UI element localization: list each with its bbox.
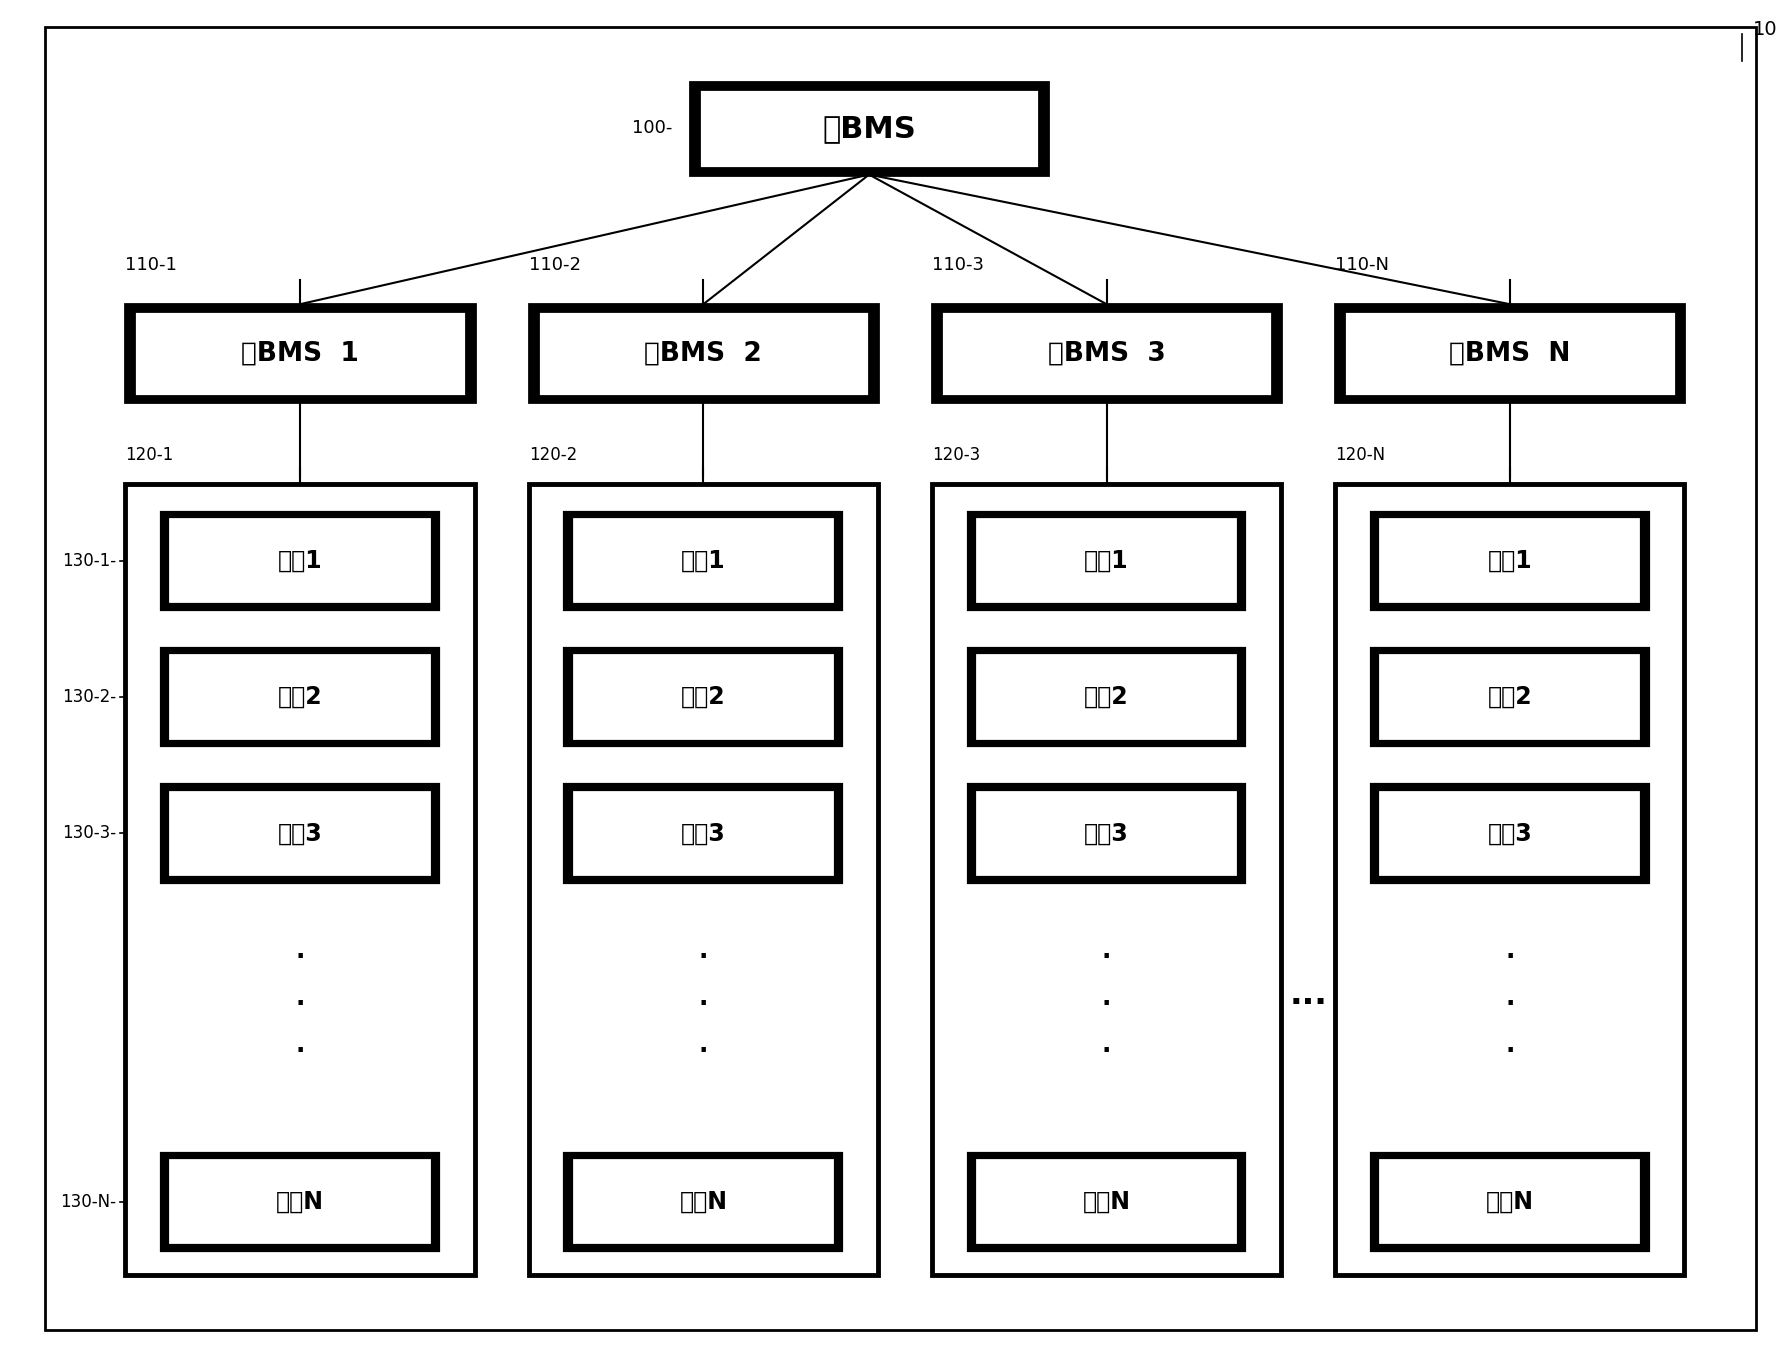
Bar: [1378, 790, 1641, 877]
Text: ···: ···: [1288, 988, 1328, 1020]
Text: ·
·
·: · · ·: [699, 945, 708, 1063]
Text: 电池N: 电池N: [1082, 1189, 1131, 1214]
Text: 130-3-: 130-3-: [63, 824, 116, 843]
Bar: [572, 517, 835, 604]
Bar: [1371, 512, 1649, 610]
Text: 电池3: 电池3: [1487, 821, 1532, 846]
Bar: [1371, 1153, 1649, 1251]
Text: 电池2: 电池2: [1084, 685, 1129, 709]
Bar: [168, 1158, 432, 1245]
Text: 电池1: 电池1: [1084, 548, 1129, 573]
Text: 120-3: 120-3: [932, 446, 980, 464]
Bar: [1344, 311, 1676, 396]
Bar: [161, 512, 439, 610]
Bar: [529, 484, 878, 1275]
Bar: [168, 517, 432, 604]
Text: 介BMS  N: 介BMS N: [1450, 340, 1570, 367]
Text: 介BMS  1: 介BMS 1: [242, 340, 358, 367]
Text: 110-N: 110-N: [1335, 256, 1389, 274]
Bar: [690, 82, 1048, 175]
Bar: [975, 517, 1238, 604]
Bar: [968, 648, 1245, 746]
Bar: [932, 304, 1281, 402]
Bar: [168, 790, 432, 877]
Text: 电池3: 电池3: [278, 821, 323, 846]
Text: 电池1: 电池1: [1487, 548, 1532, 573]
Text: 电池1: 电池1: [681, 548, 726, 573]
Bar: [968, 512, 1245, 610]
Bar: [1378, 653, 1641, 741]
Text: 介BMS  3: 介BMS 3: [1048, 340, 1165, 367]
Text: 100-: 100-: [631, 119, 672, 138]
Bar: [161, 648, 439, 746]
Text: ·
·
·: · · ·: [1505, 945, 1514, 1063]
Text: 电池2: 电池2: [681, 685, 726, 709]
Text: 130-2-: 130-2-: [63, 687, 116, 707]
Bar: [564, 648, 842, 746]
Bar: [1335, 484, 1684, 1275]
Bar: [564, 512, 842, 610]
Bar: [538, 311, 869, 396]
Bar: [161, 1153, 439, 1251]
Bar: [134, 311, 466, 396]
Text: 电池N: 电池N: [1486, 1189, 1534, 1214]
Text: 电池1: 电池1: [278, 548, 323, 573]
Bar: [572, 1158, 835, 1245]
Text: 130-N-: 130-N-: [61, 1192, 116, 1211]
Bar: [161, 784, 439, 883]
Bar: [564, 1153, 842, 1251]
Bar: [975, 653, 1238, 741]
Bar: [168, 653, 432, 741]
Bar: [975, 790, 1238, 877]
Text: 120-1: 120-1: [125, 446, 174, 464]
Bar: [1378, 1158, 1641, 1245]
Bar: [125, 484, 475, 1275]
Text: 110-1: 110-1: [125, 256, 177, 274]
Bar: [968, 784, 1245, 883]
Bar: [1378, 517, 1641, 604]
Text: ·
·
·: · · ·: [296, 945, 305, 1063]
Bar: [1335, 304, 1684, 402]
Text: 10: 10: [1753, 20, 1778, 40]
Text: 电池N: 电池N: [679, 1189, 728, 1214]
Text: 120-2: 120-2: [529, 446, 577, 464]
Bar: [125, 304, 475, 402]
Text: 110-2: 110-2: [529, 256, 581, 274]
Text: 电池2: 电池2: [278, 685, 323, 709]
Text: ·
·
·: · · ·: [1102, 945, 1111, 1063]
Text: 电池3: 电池3: [681, 821, 726, 846]
Bar: [941, 311, 1272, 396]
Bar: [564, 784, 842, 883]
Text: 介BMS  2: 介BMS 2: [645, 340, 762, 367]
Bar: [968, 1153, 1245, 1251]
Bar: [975, 1158, 1238, 1245]
Bar: [572, 790, 835, 877]
Bar: [699, 89, 1039, 168]
Text: 电池2: 电池2: [1487, 685, 1532, 709]
Bar: [1371, 784, 1649, 883]
Text: 130-1-: 130-1-: [63, 551, 116, 570]
Bar: [1371, 648, 1649, 746]
Bar: [572, 653, 835, 741]
Text: 电池3: 电池3: [1084, 821, 1129, 846]
Text: 110-3: 110-3: [932, 256, 984, 274]
Bar: [529, 304, 878, 402]
Text: 主BMS: 主BMS: [823, 113, 916, 143]
Text: 120-N: 120-N: [1335, 446, 1385, 464]
Bar: [932, 484, 1281, 1275]
Text: 电池N: 电池N: [276, 1189, 324, 1214]
